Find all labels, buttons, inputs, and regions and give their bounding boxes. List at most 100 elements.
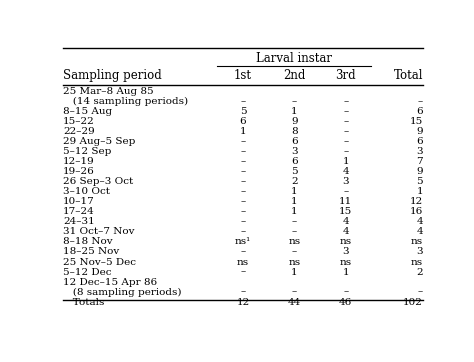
Text: 4: 4 (416, 227, 423, 236)
Text: 15: 15 (410, 117, 423, 126)
Text: Sampling period: Sampling period (63, 69, 162, 82)
Text: 7: 7 (416, 157, 423, 166)
Text: –: – (240, 268, 246, 277)
Text: 25 Mar–8 Aug 85: 25 Mar–8 Aug 85 (63, 87, 154, 96)
Text: –: – (292, 217, 297, 226)
Text: ns: ns (411, 237, 423, 247)
Text: 9: 9 (416, 167, 423, 176)
Text: Total: Total (393, 69, 423, 82)
Text: 4: 4 (343, 217, 349, 226)
Text: 1: 1 (343, 157, 349, 166)
Text: 44: 44 (288, 298, 301, 307)
Text: 3: 3 (343, 177, 349, 186)
Text: 1: 1 (291, 107, 298, 116)
Text: 22–29: 22–29 (63, 127, 95, 136)
Text: 1: 1 (291, 187, 298, 196)
Text: 8–15 Aug: 8–15 Aug (63, 107, 112, 116)
Text: –: – (240, 207, 246, 216)
Text: –: – (240, 177, 246, 186)
Text: 6: 6 (291, 157, 298, 166)
Text: –: – (418, 97, 423, 106)
Text: 24–31: 24–31 (63, 217, 95, 226)
Text: –: – (343, 97, 348, 106)
Text: ns¹: ns¹ (235, 237, 251, 247)
Text: 12 Dec–15 Apr 86: 12 Dec–15 Apr 86 (63, 278, 157, 287)
Text: 1: 1 (416, 187, 423, 196)
Text: –: – (240, 288, 246, 296)
Text: ns: ns (288, 257, 301, 266)
Text: 26 Sep–3 Oct: 26 Sep–3 Oct (63, 177, 133, 186)
Text: –: – (292, 248, 297, 257)
Text: –: – (240, 157, 246, 166)
Text: –: – (343, 187, 348, 196)
Text: –: – (240, 197, 246, 206)
Text: 11: 11 (339, 197, 352, 206)
Text: –: – (240, 147, 246, 156)
Text: 6: 6 (416, 107, 423, 116)
Text: –: – (418, 288, 423, 296)
Text: –: – (292, 97, 297, 106)
Text: 3: 3 (291, 147, 298, 156)
Text: 4: 4 (416, 217, 423, 226)
Text: 5–12 Dec: 5–12 Dec (63, 268, 111, 277)
Text: 25 Nov–5 Dec: 25 Nov–5 Dec (63, 257, 136, 266)
Text: (14 sampling periods): (14 sampling periods) (63, 97, 188, 106)
Text: 1: 1 (343, 268, 349, 277)
Text: ns: ns (340, 237, 352, 247)
Text: –: – (343, 107, 348, 116)
Text: 8–18 Nov: 8–18 Nov (63, 237, 112, 247)
Text: –: – (343, 127, 348, 136)
Text: 2: 2 (291, 177, 298, 186)
Text: ns: ns (288, 237, 301, 247)
Text: 5–12 Sep: 5–12 Sep (63, 147, 111, 156)
Text: –: – (240, 137, 246, 146)
Text: 5: 5 (291, 167, 298, 176)
Text: 5: 5 (416, 177, 423, 186)
Text: 19–26: 19–26 (63, 167, 95, 176)
Text: Larval instar: Larval instar (256, 52, 332, 65)
Text: 1: 1 (291, 207, 298, 216)
Text: –: – (292, 288, 297, 296)
Text: –: – (240, 187, 246, 196)
Text: 5: 5 (240, 107, 246, 116)
Text: –: – (343, 137, 348, 146)
Text: –: – (240, 217, 246, 226)
Text: –: – (240, 227, 246, 236)
Text: 1: 1 (240, 127, 246, 136)
Text: 18–25 Nov: 18–25 Nov (63, 248, 119, 257)
Text: (8 sampling periods): (8 sampling periods) (63, 288, 182, 297)
Text: Totals: Totals (63, 298, 104, 307)
Text: –: – (343, 147, 348, 156)
Text: 12–19: 12–19 (63, 157, 95, 166)
Text: 2: 2 (416, 268, 423, 277)
Text: –: – (240, 248, 246, 257)
Text: –: – (343, 117, 348, 126)
Text: 1: 1 (291, 197, 298, 206)
Text: 4: 4 (343, 167, 349, 176)
Text: 6: 6 (416, 137, 423, 146)
Text: 3rd: 3rd (336, 69, 356, 82)
Text: 1: 1 (291, 268, 298, 277)
Text: 12: 12 (410, 197, 423, 206)
Text: 29 Aug–5 Sep: 29 Aug–5 Sep (63, 137, 135, 146)
Text: 6: 6 (240, 117, 246, 126)
Text: 15–22: 15–22 (63, 117, 95, 126)
Text: 3–10 Oct: 3–10 Oct (63, 187, 110, 196)
Text: 4: 4 (343, 227, 349, 236)
Text: 16: 16 (410, 207, 423, 216)
Text: 3: 3 (416, 248, 423, 257)
Text: 102: 102 (403, 298, 423, 307)
Text: ns: ns (237, 257, 249, 266)
Text: 17–24: 17–24 (63, 207, 95, 216)
Text: 1st: 1st (234, 69, 252, 82)
Text: –: – (292, 227, 297, 236)
Text: 2nd: 2nd (283, 69, 306, 82)
Text: 15: 15 (339, 207, 352, 216)
Text: 6: 6 (291, 137, 298, 146)
Text: 10–17: 10–17 (63, 197, 95, 206)
Text: 12: 12 (237, 298, 249, 307)
Text: 8: 8 (291, 127, 298, 136)
Text: ns: ns (340, 257, 352, 266)
Text: 46: 46 (339, 298, 352, 307)
Text: 3: 3 (416, 147, 423, 156)
